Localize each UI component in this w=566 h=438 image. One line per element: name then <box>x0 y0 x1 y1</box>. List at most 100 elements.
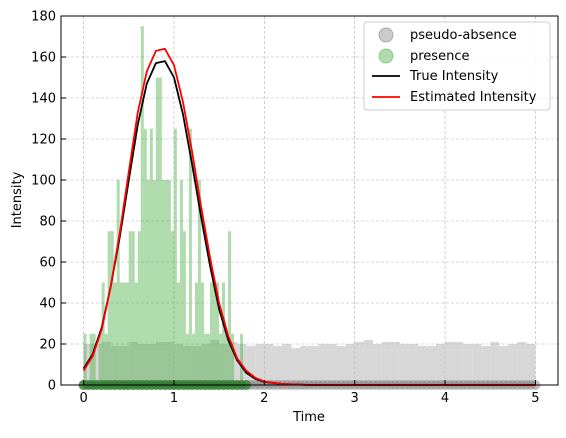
y-tick-label: 100 <box>31 174 56 189</box>
presence-bar <box>200 282 204 385</box>
presence-bar <box>149 128 153 385</box>
axis-ticks: 0 1 2 3 4 5 0 20 40 60 80 100 120 140 160 180 <box>31 10 539 407</box>
pseudo-absence-bar <box>354 341 364 385</box>
pseudo-absence-bar <box>219 344 229 385</box>
presence-bar <box>116 180 120 385</box>
x-tick-label: 5 <box>531 391 539 406</box>
legend: pseudo-absence presence True Intensity E… <box>363 21 551 111</box>
presence-bar <box>228 231 232 385</box>
presence-bar <box>101 282 105 385</box>
y-tick-label: 160 <box>31 51 56 66</box>
pseudo-absence-bar <box>119 346 129 385</box>
presence-bar <box>107 231 111 385</box>
plot-frame <box>60 15 559 386</box>
pseudo-absence-bar <box>146 344 156 385</box>
presence-bar <box>158 77 162 385</box>
presence-bar <box>191 333 195 385</box>
pseudo-absence-bar <box>426 346 437 385</box>
pseudo-absence-bar <box>363 339 373 385</box>
presence-bar <box>137 231 141 385</box>
pseudo-absence-bar <box>128 341 138 385</box>
pseudo-absence-bar <box>210 339 220 385</box>
presence-bar <box>92 333 96 385</box>
pseudo-absence-bar <box>273 346 283 385</box>
presence-bar <box>146 180 150 385</box>
presence-bar <box>134 282 138 385</box>
x-tick-label: 4 <box>441 391 449 406</box>
y-tick-label: 140 <box>31 92 56 107</box>
pseudo-absence-bar <box>472 344 482 385</box>
presence-bar <box>194 282 198 385</box>
presence-bar <box>222 282 226 385</box>
presence-bar <box>188 128 192 385</box>
pseudo-absence-bar <box>173 344 183 385</box>
legend-presence-marker <box>378 48 394 64</box>
pseudo-absence-bar <box>336 346 346 385</box>
y-axis-label: Intensity <box>10 171 25 228</box>
presence-bar <box>113 282 117 385</box>
pseudo-absence-bar <box>417 346 427 385</box>
presence-bar <box>143 128 147 385</box>
presence-bar <box>164 180 168 385</box>
presence-bar <box>125 282 129 385</box>
presence-bar <box>206 333 210 385</box>
presence-bar <box>209 282 213 385</box>
y-tick-label: 180 <box>31 10 56 25</box>
presence-bar <box>119 282 123 385</box>
pseudo-absence-bar <box>228 341 238 385</box>
presence-bar <box>167 180 171 385</box>
pseudo-absence-bar <box>246 346 256 385</box>
pseudo-absence-bar <box>490 341 500 385</box>
x-tick-label: 1 <box>170 391 178 406</box>
pseudo-absence-bar <box>399 344 409 385</box>
y-tick-label: 0 <box>48 379 56 394</box>
presence-bar <box>152 180 156 385</box>
pseudo-absence-bar <box>192 346 202 385</box>
y-tick-label: 80 <box>39 215 56 230</box>
presence-bar <box>197 180 201 385</box>
legend-estimated-intensity-label: Estimated Intensity <box>410 90 537 105</box>
pseudo-absence-bar <box>454 341 464 385</box>
pseudo-absence-bar <box>517 341 527 385</box>
presence-bar <box>215 282 220 385</box>
legend-box <box>363 21 551 111</box>
presence-bar <box>185 333 189 385</box>
presence-bar <box>122 282 126 385</box>
x-tick-label: 3 <box>351 391 359 406</box>
presence-bar <box>140 26 144 385</box>
pseudo-absence-bar <box>508 344 518 385</box>
pseudo-absence-bar <box>300 346 310 385</box>
y-tick-label: 40 <box>39 297 56 312</box>
pseudo-absence-bar <box>92 344 102 385</box>
presence-bar <box>176 282 180 385</box>
pseudo-absence-bar <box>110 346 120 385</box>
presence-bar <box>179 180 183 385</box>
presence-bar <box>240 333 244 385</box>
histogram-bars <box>83 26 536 385</box>
legend-true-intensity-label: True Intensity <box>409 69 499 84</box>
pseudo-absence-bar <box>381 341 391 385</box>
pseudo-absence-bar <box>101 341 111 385</box>
presence-bar <box>161 180 165 385</box>
y-tick-label: 60 <box>39 256 56 271</box>
pseudo-absence-bar <box>526 344 536 385</box>
presence-bar <box>110 231 114 385</box>
pseudo-absence-bar <box>309 346 319 385</box>
x-tick-label: 2 <box>260 391 268 406</box>
pseudo-absence-bar <box>264 344 274 385</box>
presence-bar <box>155 77 159 385</box>
pseudo-absence-bar <box>182 346 193 385</box>
presence-bar <box>128 231 132 385</box>
pseudo-absence-bar <box>390 341 400 385</box>
presence-bar <box>98 333 102 385</box>
pseudo-absence-bar <box>499 346 509 385</box>
legend-presence-label: presence <box>410 49 469 64</box>
x-axis-label: Time <box>292 410 325 425</box>
pseudo-absence-bar <box>164 341 174 385</box>
pseudo-absence-bar <box>445 341 455 385</box>
presence-bar <box>131 231 135 385</box>
pseudo-absence-bar <box>291 348 301 385</box>
pseudo-absence-bar <box>282 344 292 385</box>
presence-bar <box>203 333 207 385</box>
